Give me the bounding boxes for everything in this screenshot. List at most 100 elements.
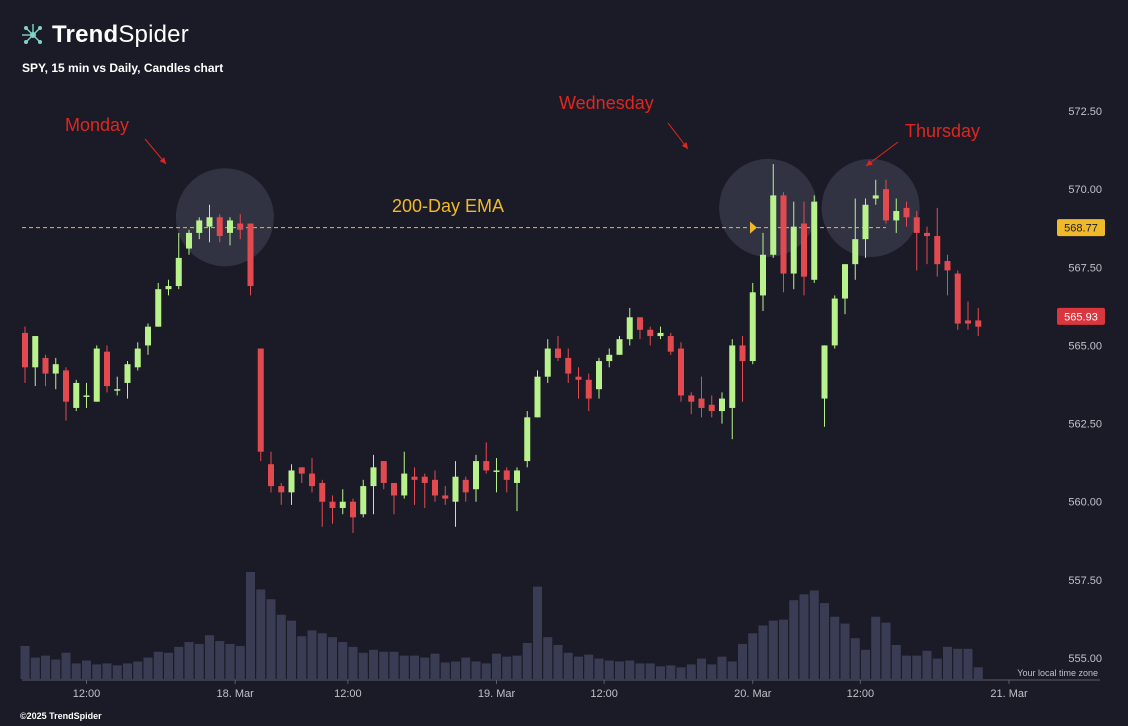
volume-bar xyxy=(584,654,594,679)
y-tick-label: 567.50 xyxy=(1068,262,1102,274)
candle-body xyxy=(790,226,797,274)
volume-bar xyxy=(246,572,255,679)
candle-body xyxy=(760,254,766,296)
candle-body xyxy=(811,201,818,280)
candle-body xyxy=(63,370,69,402)
volume-bar xyxy=(563,652,573,679)
volume-bar xyxy=(225,643,235,679)
candle xyxy=(944,254,951,296)
candle-body xyxy=(739,345,746,362)
candle xyxy=(452,461,459,527)
volume-bar xyxy=(861,649,870,679)
brand-name: TrendSpider xyxy=(52,21,189,48)
candle xyxy=(124,361,131,399)
candle-body xyxy=(83,395,90,397)
candle xyxy=(811,195,818,283)
volume-bar xyxy=(697,658,706,679)
candle-body xyxy=(309,473,315,487)
candle-body xyxy=(52,364,59,374)
candle-body xyxy=(145,326,151,346)
candle-body xyxy=(227,220,233,233)
candle xyxy=(678,342,684,402)
candle-body xyxy=(729,345,736,408)
volume-bar xyxy=(102,663,112,679)
candle-body xyxy=(626,317,633,340)
candle xyxy=(360,479,367,518)
candle xyxy=(965,301,971,330)
candle xyxy=(298,467,305,483)
ema-label: 200-Day EMA xyxy=(392,196,504,216)
candle-body xyxy=(391,482,397,496)
volume-bar xyxy=(553,644,563,679)
volume-bar xyxy=(656,666,665,679)
candle-body xyxy=(975,320,982,327)
candle-body xyxy=(339,501,346,508)
ema-marker xyxy=(750,221,757,234)
volume-bar xyxy=(451,661,460,679)
candle-body xyxy=(514,470,520,483)
candle-body xyxy=(831,298,838,346)
volume-bar xyxy=(410,655,419,679)
candle-body xyxy=(93,348,100,402)
volume-bar xyxy=(61,652,71,679)
candle xyxy=(801,201,807,296)
volume-bar xyxy=(820,603,829,679)
volume-bar xyxy=(502,656,512,679)
candle-body xyxy=(42,357,49,374)
volume-bar xyxy=(871,616,881,679)
candle xyxy=(698,376,705,418)
candle xyxy=(924,226,930,265)
candle xyxy=(575,367,582,399)
volume-bar xyxy=(492,653,501,679)
candle-body xyxy=(544,348,551,377)
svg-text:568.77: 568.77 xyxy=(1064,223,1098,235)
candle-body xyxy=(524,417,531,462)
candle xyxy=(739,336,746,402)
volume-bar xyxy=(153,651,163,679)
candle-body xyxy=(924,232,930,237)
candle-body xyxy=(606,354,613,362)
volume-bar xyxy=(440,662,450,679)
volume-bar xyxy=(666,665,676,679)
candle-body xyxy=(585,379,592,399)
candle xyxy=(954,270,961,330)
candle-body xyxy=(616,339,623,355)
candle xyxy=(401,451,408,499)
candle xyxy=(186,229,192,255)
candle-body xyxy=(493,470,500,472)
candle xyxy=(32,336,39,387)
volume-bar xyxy=(348,646,358,679)
candle-body xyxy=(462,479,469,493)
candle xyxy=(893,198,900,233)
volume-bar xyxy=(112,665,122,679)
candle-body xyxy=(893,211,900,221)
volume-bar xyxy=(891,644,901,679)
copyright-text: ©2025 TrendSpider xyxy=(20,711,102,721)
x-tick-label: 18. Mar xyxy=(216,688,254,700)
volume-bar xyxy=(184,642,194,679)
annotation-label: Monday xyxy=(65,115,129,135)
candle xyxy=(319,479,326,527)
highlight-circle xyxy=(821,158,920,257)
candle-body xyxy=(872,195,879,199)
candle xyxy=(647,326,654,346)
annotation-arrow-head xyxy=(866,159,873,166)
highlight-circle xyxy=(175,168,274,267)
candle-body xyxy=(452,476,459,502)
candle-body xyxy=(114,389,121,391)
volume-bar xyxy=(625,660,635,679)
candle xyxy=(903,201,910,227)
candle-body xyxy=(719,398,725,412)
candle-body xyxy=(73,382,80,408)
candle xyxy=(524,411,531,468)
candle-body xyxy=(801,223,807,277)
candle xyxy=(831,295,838,349)
volume-bar xyxy=(420,657,430,679)
volume-bar xyxy=(399,655,409,679)
candle xyxy=(483,442,490,474)
x-tick-label: 12:00 xyxy=(847,688,875,700)
candle xyxy=(473,454,479,502)
candle xyxy=(852,198,859,280)
candle-body xyxy=(278,486,285,493)
